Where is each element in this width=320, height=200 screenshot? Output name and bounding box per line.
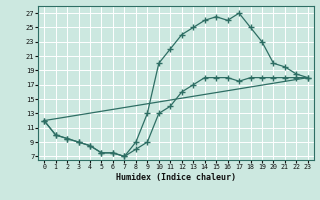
X-axis label: Humidex (Indice chaleur): Humidex (Indice chaleur) [116, 173, 236, 182]
